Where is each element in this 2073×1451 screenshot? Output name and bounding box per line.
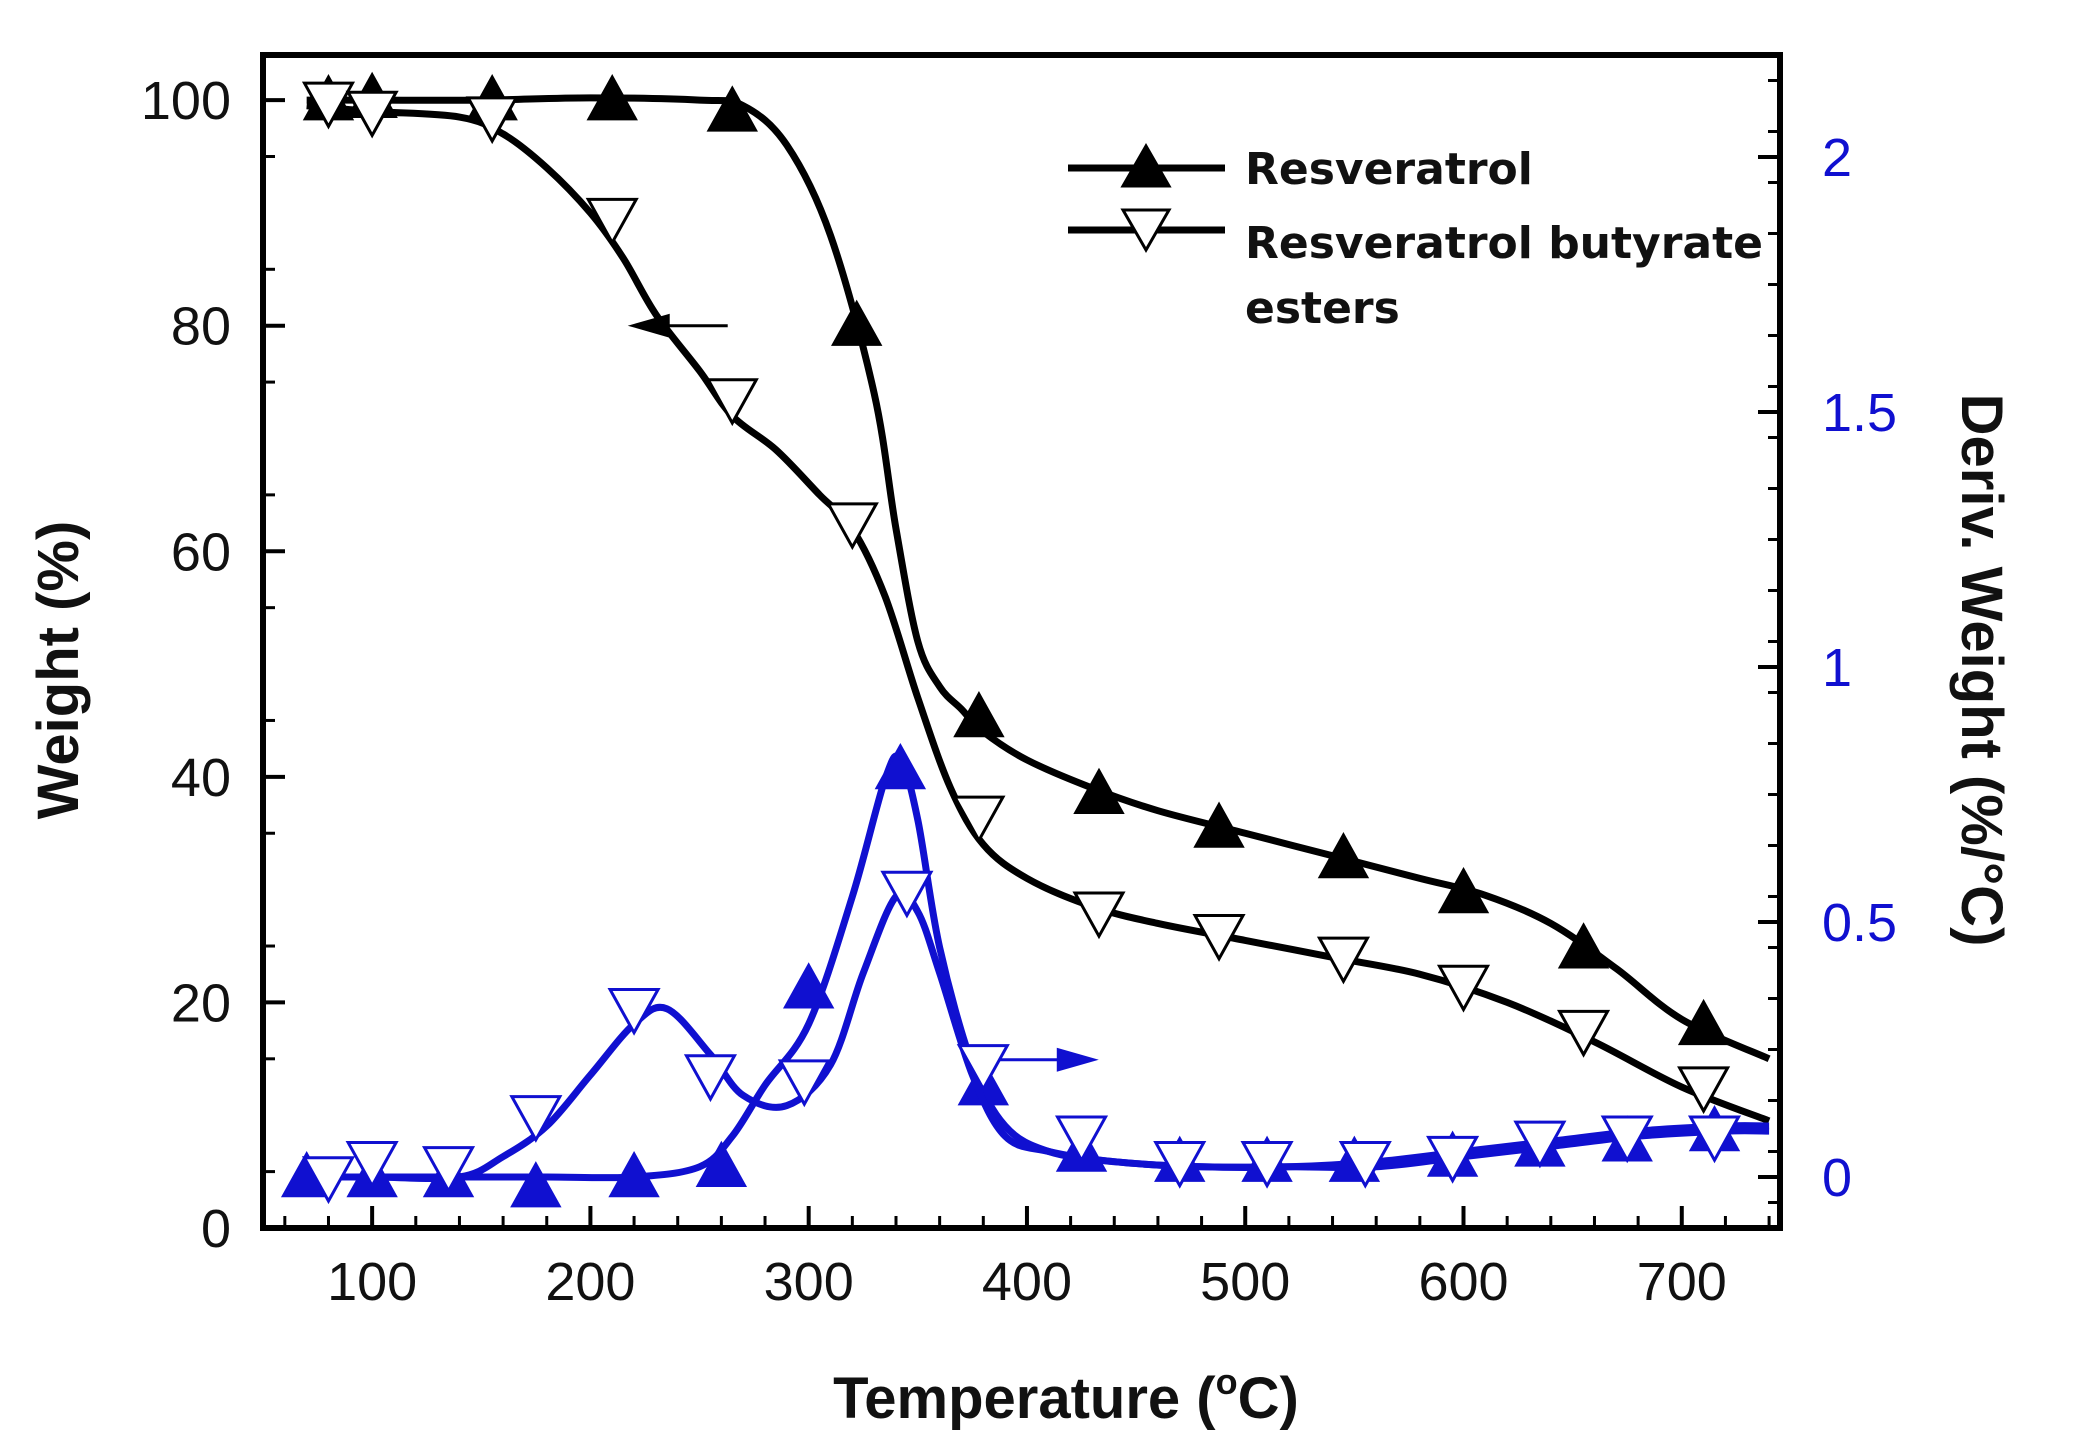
series-line	[306, 889, 1770, 1182]
x-tick-label: 200	[545, 1252, 635, 1312]
y2-tick-label: 0	[1822, 1148, 1852, 1208]
data-marker	[1513, 1120, 1567, 1169]
data-marker	[1073, 767, 1125, 814]
data-marker	[301, 1156, 356, 1205]
y-tick-label: 0	[201, 1199, 231, 1259]
arrow-head	[627, 313, 670, 338]
y-tick-label: 100	[141, 71, 231, 131]
y2-tick-label: 2	[1822, 128, 1852, 188]
data-marker	[1054, 1115, 1109, 1164]
y-tick-label: 40	[171, 748, 231, 808]
data-marker	[585, 197, 639, 246]
x-tick-label: 300	[764, 1252, 854, 1312]
annotation-layer	[627, 313, 1099, 1072]
data-marker	[1153, 1141, 1207, 1189]
data-marker	[1677, 998, 1730, 1046]
series-layer	[280, 71, 1771, 1208]
y2-tick-label: 1.5	[1822, 383, 1897, 443]
series-1	[301, 81, 1771, 1125]
data-marker	[880, 870, 934, 919]
data-marker	[1316, 936, 1371, 985]
data-marker	[1317, 831, 1370, 879]
x-tick-label: 500	[1200, 1252, 1290, 1312]
data-marker	[509, 1095, 563, 1143]
data-marker	[825, 502, 879, 551]
data-marker	[1557, 922, 1610, 969]
data-marker	[695, 1140, 748, 1187]
y-tick-label: 60	[171, 522, 231, 582]
data-marker	[956, 1044, 1010, 1092]
data-marker	[1240, 1141, 1294, 1189]
legend-label-esters-line1: Resveratrol butyrate	[1245, 218, 1763, 269]
data-marker	[1677, 1066, 1731, 1115]
data-marker	[421, 1146, 476, 1194]
data-marker	[1072, 891, 1126, 940]
data-marker	[1192, 914, 1246, 962]
y-tick-label: 20	[171, 973, 231, 1033]
data-marker	[510, 1161, 562, 1208]
data-marker	[1193, 801, 1245, 848]
data-marker	[705, 378, 759, 427]
y-tick-label: 80	[171, 297, 231, 357]
x-tick-label: 400	[982, 1252, 1072, 1312]
annotation-arrow-right	[998, 1047, 1099, 1072]
annotation-arrow-left	[627, 313, 728, 338]
data-marker	[683, 1054, 738, 1103]
legend: Resveratrol Resveratrol butyrate esters	[1068, 142, 1763, 334]
data-marker	[345, 90, 399, 139]
data-marker	[706, 85, 758, 132]
data-marker	[777, 1059, 831, 1108]
data-marker	[608, 1150, 660, 1198]
x-axis-title: Temperature (oC)	[833, 1361, 1299, 1431]
data-marker	[607, 988, 661, 1036]
legend-marker-resveratrol	[1120, 142, 1172, 188]
data-marker	[1436, 964, 1491, 1013]
data-marker	[952, 795, 1006, 844]
data-marker	[1557, 1009, 1611, 1058]
y2-tick-label: 1	[1822, 638, 1852, 698]
data-marker	[953, 691, 1005, 738]
y-axis-title: Weight (%)	[26, 521, 91, 820]
data-marker	[782, 962, 835, 1009]
arrow-head	[1056, 1047, 1099, 1072]
data-marker	[831, 299, 883, 346]
data-marker	[1687, 1115, 1742, 1164]
legend-label-resveratrol: Resveratrol	[1245, 144, 1533, 195]
data-marker	[465, 96, 519, 145]
x-tick-label: 100	[327, 1252, 417, 1312]
data-marker	[586, 74, 638, 121]
y2-axis-title: Deriv. Weight (%/°C)	[1949, 394, 2014, 947]
legend-marker-esters	[1120, 208, 1172, 254]
data-marker	[301, 81, 356, 130]
series-0	[302, 71, 1771, 1063]
data-marker	[345, 1141, 399, 1189]
ticks-layer: 100 200 300 400 500 600 700 0 20 40 60 80 100 0 0.5 1 1.…	[141, 71, 1897, 1312]
data-marker	[1600, 1115, 1654, 1164]
x-tick-label: 600	[1418, 1252, 1508, 1312]
data-marker	[1437, 866, 1490, 914]
series-line	[306, 102, 1771, 1125]
legend-label-esters-line2: esters	[1245, 283, 1400, 334]
x-tick-label: 700	[1637, 1252, 1727, 1312]
data-marker	[1426, 1135, 1480, 1184]
data-marker	[1338, 1141, 1392, 1189]
series-3	[301, 870, 1770, 1205]
y2-tick-label: 0.5	[1822, 893, 1897, 953]
series-line	[306, 94, 1771, 1063]
data-marker	[874, 742, 927, 790]
